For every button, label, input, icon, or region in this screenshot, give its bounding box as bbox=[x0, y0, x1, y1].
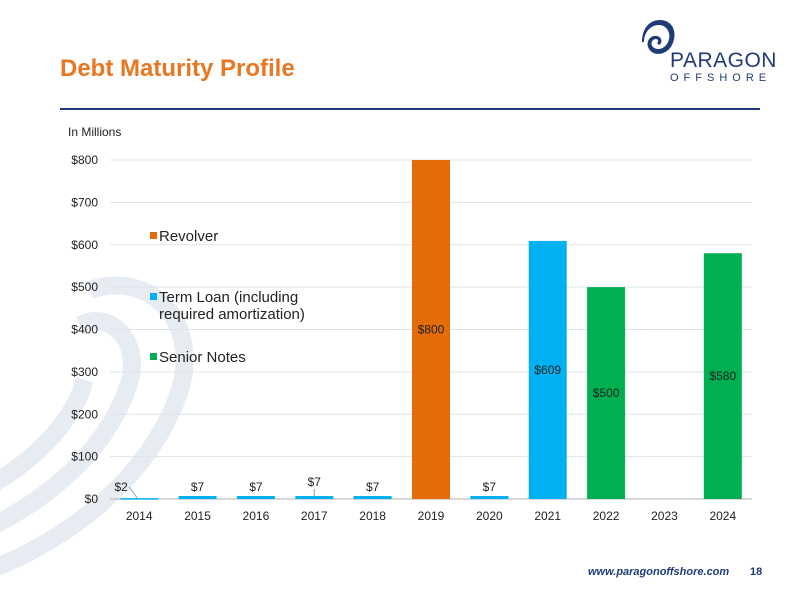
logo-wordmark: PARAGON bbox=[670, 49, 777, 72]
x-tick-label: 2014 bbox=[126, 509, 153, 523]
legend-label-senior-notes: Senior Notes bbox=[159, 349, 246, 366]
data-label: $7 bbox=[308, 475, 322, 489]
x-tick-label: 2015 bbox=[184, 509, 211, 523]
data-label: $7 bbox=[249, 480, 263, 494]
x-tick-label: 2023 bbox=[651, 509, 678, 523]
data-label: $7 bbox=[366, 480, 380, 494]
page-title: Debt Maturity Profile bbox=[60, 55, 295, 82]
data-label: $7 bbox=[191, 480, 205, 494]
legend-swatch-term-loan bbox=[150, 293, 157, 300]
paragon-logo: PARAGON OFFSHORE bbox=[640, 15, 776, 90]
header-divider bbox=[60, 108, 760, 110]
data-label: $500 bbox=[593, 386, 620, 400]
data-label: $580 bbox=[709, 369, 736, 383]
bar-term-loan bbox=[295, 496, 334, 499]
y-tick-label: $700 bbox=[71, 195, 98, 209]
y-tick-label: $500 bbox=[71, 280, 98, 294]
x-tick-label: 2024 bbox=[709, 509, 736, 523]
x-tick-label: 2018 bbox=[359, 509, 386, 523]
y-tick-label: $100 bbox=[71, 450, 98, 464]
data-label: $800 bbox=[418, 323, 445, 337]
y-tick-label: $600 bbox=[71, 238, 98, 252]
y-tick-label: $200 bbox=[71, 407, 98, 421]
footer-url: www.paragonoffshore.com bbox=[588, 566, 730, 578]
logo-subtitle: OFFSHORE bbox=[670, 72, 772, 84]
bar-term-loan bbox=[353, 496, 392, 499]
nautilus-logo-icon bbox=[642, 20, 675, 54]
data-label: $2 bbox=[115, 480, 129, 494]
data-label: $609 bbox=[534, 363, 561, 377]
bar-term-loan bbox=[120, 498, 159, 500]
y-tick-label: $300 bbox=[71, 365, 98, 379]
bar-term-loan bbox=[470, 496, 509, 499]
x-tick-label: 2021 bbox=[534, 509, 561, 523]
nautilus-watermark bbox=[0, 276, 194, 576]
bar-revolver bbox=[412, 160, 450, 499]
legend-label-revolver: Revolver bbox=[159, 228, 219, 245]
bar-term-loan bbox=[528, 240, 567, 499]
bar-senior-notes bbox=[703, 253, 742, 499]
data-label: $7 bbox=[483, 480, 497, 494]
y-tick-label: $0 bbox=[85, 492, 99, 506]
units-label: In Millions bbox=[68, 125, 122, 139]
legend-swatch-senior-notes bbox=[150, 353, 157, 360]
x-tick-label: 2020 bbox=[476, 509, 503, 523]
bar-term-loan bbox=[178, 496, 217, 499]
bar-senior-notes bbox=[587, 287, 626, 499]
y-tick-label: $400 bbox=[71, 323, 98, 337]
bar-term-loan bbox=[236, 496, 275, 499]
x-tick-label: 2016 bbox=[243, 509, 270, 523]
x-tick-label: 2019 bbox=[418, 509, 445, 523]
leader-line bbox=[128, 486, 138, 499]
y-tick-label: $800 bbox=[71, 153, 98, 167]
legend-label-term-loan: Term Loan (including required amortizati… bbox=[159, 289, 305, 323]
legend-swatch-revolver bbox=[150, 232, 157, 239]
x-tick-label: 2017 bbox=[301, 509, 328, 523]
page-number: 18 bbox=[750, 566, 763, 578]
x-tick-label: 2022 bbox=[593, 509, 620, 523]
